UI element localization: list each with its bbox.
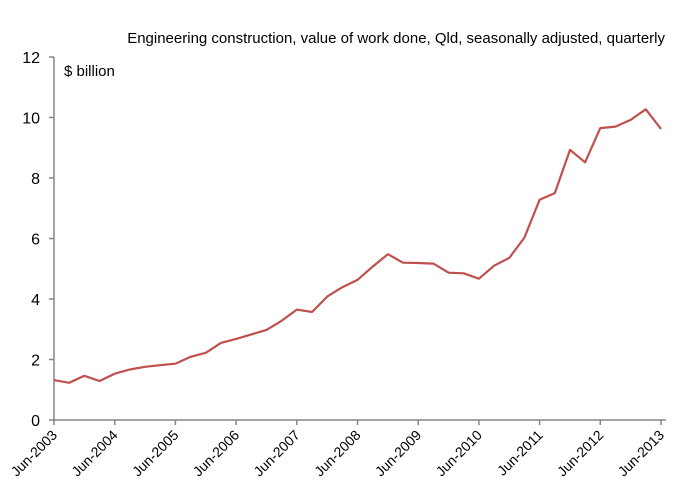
data-point [190,356,192,358]
y-tick-label: 2 [31,353,40,370]
x-tick-label: Jun-2010 [432,427,485,480]
data-point [281,320,283,322]
data-point [144,366,146,368]
data-point [387,253,389,255]
series-line [53,108,662,384]
data-point [448,272,450,274]
data-point [250,333,252,335]
data-point [432,263,434,265]
x-tick-label: Jun-2003 [8,427,61,480]
data-point [265,329,267,331]
data-point [311,311,313,313]
y-tick-label: 8 [31,171,40,188]
data-point [508,257,510,259]
data-point [53,379,55,381]
data-point [493,265,495,267]
data-point [402,262,404,264]
y-axis-unit-label: $ billion [64,63,115,80]
y-tick-label: 12 [22,50,40,67]
data-point [372,266,374,268]
chart-title: Engineering construction, value of work … [127,30,665,47]
data-point [129,368,131,370]
data-point [205,352,207,354]
data-point [645,108,647,110]
y-axis: 0 2 4 6 8 10 12 [22,50,55,430]
data-point [83,375,85,377]
x-tick-label: Jun-2005 [129,427,182,480]
data-point [68,382,70,384]
x-tick-label: Jun-2007 [250,427,303,480]
y-tick-label: 0 [31,413,40,430]
data-point [584,161,586,163]
x-tick-label: Jun-2012 [554,427,607,480]
x-tick-label: Jun-2013 [615,427,668,480]
y-tick-label: 6 [31,232,40,249]
x-tick-label: Jun-2008 [311,427,364,480]
data-point [159,364,161,366]
data-point [174,363,176,365]
data-point [357,279,359,281]
x-tick-label: Jun-2004 [68,427,121,480]
data-point [341,286,343,288]
data-point [114,373,116,375]
y-tick-label: 10 [22,111,40,128]
data-point [554,192,556,194]
data-point [523,237,525,239]
data-point [220,342,222,344]
data-point [660,128,662,130]
series-layer [53,108,662,384]
data-point [463,272,465,274]
data-point [235,338,237,340]
data-point [478,278,480,280]
data-point [569,149,571,151]
data-point [326,296,328,298]
x-tick-label: Jun-2011 [494,427,546,479]
data-point [539,199,541,201]
data-point [614,126,616,128]
data-point [599,127,601,129]
x-tick-label: Jun-2006 [190,427,243,480]
y-tick-label: 4 [31,292,40,309]
data-point [99,380,101,382]
x-tick-label: Jun-2009 [372,427,425,480]
x-axis: Jun-2003 Jun-2004 Jun-2005 Jun-2006 Jun-2007… [8,419,668,480]
data-point [417,262,419,264]
data-point [630,119,632,121]
data-point [296,309,298,311]
